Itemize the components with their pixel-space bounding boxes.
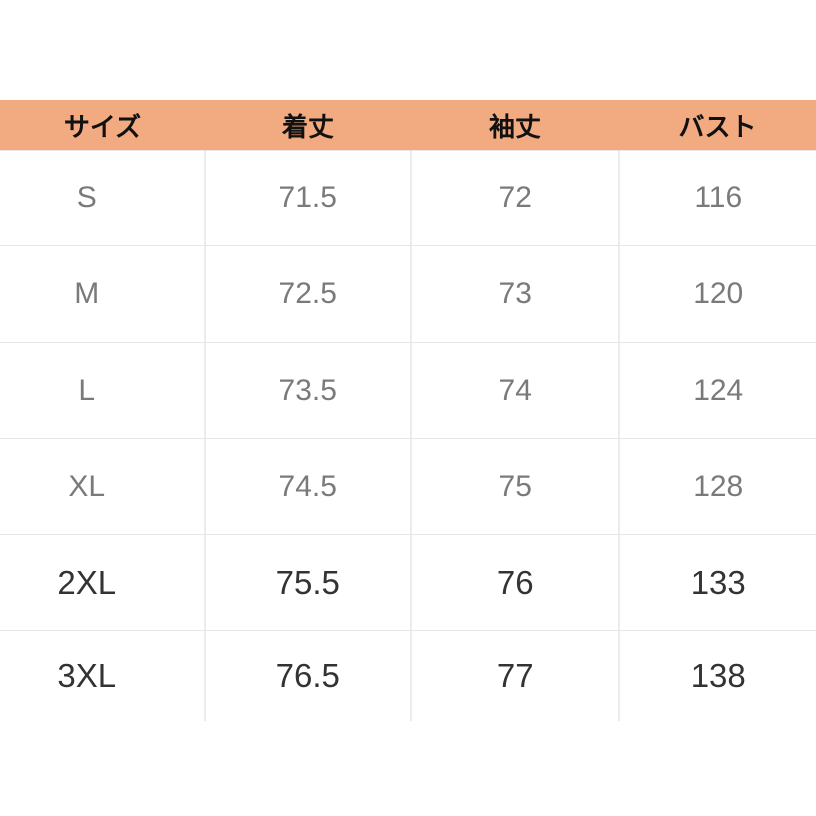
cell-text: 71.5 xyxy=(278,181,337,214)
cell-sleeve: 72 xyxy=(409,151,618,245)
cell-text: 77 xyxy=(496,657,534,694)
cell-text: 138 xyxy=(690,657,746,694)
cell-text: 116 xyxy=(694,181,743,214)
cell-sleeve: 76 xyxy=(409,535,618,630)
cell-text: 74.5 xyxy=(278,469,337,503)
table-row: S 71.5 72 116 xyxy=(0,150,816,245)
size-chart-table: サイズ 着丈 袖丈 バスト S 71.5 72 116 M 72.5 73 120 L 73.5 7… xyxy=(0,100,816,721)
cell-text: L xyxy=(78,373,96,407)
cell-bust: 133 xyxy=(618,535,816,630)
cell-size: L xyxy=(0,343,204,438)
cell-length: 76.5 xyxy=(203,631,410,721)
cell-size: S xyxy=(0,151,204,245)
cell-text: S xyxy=(76,181,97,214)
table-row: XL 74.5 75 128 xyxy=(0,438,816,534)
header-length: 着丈 xyxy=(281,112,334,143)
cell-text: 72.5 xyxy=(278,277,337,310)
cell-sleeve: 77 xyxy=(409,631,618,721)
cell-text: 76 xyxy=(496,563,534,601)
cell-sleeve: 74 xyxy=(409,343,618,438)
cell-text: 72 xyxy=(498,181,532,214)
cell-length: 75.5 xyxy=(203,535,410,630)
table-row: M 72.5 73 120 xyxy=(0,245,816,342)
cell-length: 73.5 xyxy=(203,343,410,438)
cell-text: 124 xyxy=(693,373,744,407)
cell-bust: 124 xyxy=(618,343,816,438)
header-bust: バスト xyxy=(678,112,757,143)
header-size: サイズ xyxy=(63,112,142,143)
cell-sleeve: 73 xyxy=(409,246,618,342)
cell-text: 3XL xyxy=(57,657,117,694)
cell-size: 3XL xyxy=(0,631,204,721)
cell-text: 76.5 xyxy=(275,657,340,694)
cell-text: 75.5 xyxy=(275,563,340,601)
cell-text: 128 xyxy=(693,469,744,503)
cell-text: 120 xyxy=(693,277,744,310)
cell-bust: 138 xyxy=(618,631,816,721)
cell-length: 72.5 xyxy=(203,246,410,342)
table-header: サイズ 着丈 袖丈 バスト xyxy=(0,100,816,150)
header-sleeve: 袖丈 xyxy=(488,112,541,143)
cell-text: 75 xyxy=(498,469,532,503)
table-row: 3XL 76.5 77 138 xyxy=(0,630,816,721)
cell-text: 73.5 xyxy=(278,373,337,407)
cell-text: M xyxy=(74,277,100,310)
cell-length: 71.5 xyxy=(203,151,410,245)
cell-bust: 120 xyxy=(618,246,816,342)
cell-bust: 128 xyxy=(618,439,816,534)
cell-text: 74 xyxy=(498,373,532,407)
cell-size: XL xyxy=(0,439,204,534)
cell-sleeve: 75 xyxy=(409,439,618,534)
cell-text: XL xyxy=(68,469,106,503)
cell-text: 73 xyxy=(498,277,532,310)
cell-text: 133 xyxy=(690,563,746,601)
cell-length: 74.5 xyxy=(203,439,410,534)
table-row: L 73.5 74 124 xyxy=(0,342,816,438)
cell-size: M xyxy=(0,246,204,342)
cell-size: 2XL xyxy=(0,535,204,630)
cell-text: 2XL xyxy=(57,563,117,601)
cell-bust: 116 xyxy=(618,151,816,245)
table-row: 2XL 75.5 76 133 xyxy=(0,534,816,630)
